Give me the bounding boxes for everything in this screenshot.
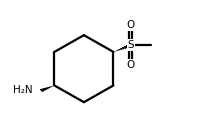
Text: O: O xyxy=(127,20,135,30)
Text: H₂N: H₂N xyxy=(13,85,32,95)
Text: S: S xyxy=(128,40,134,50)
Polygon shape xyxy=(40,85,54,92)
Text: O: O xyxy=(127,60,135,70)
